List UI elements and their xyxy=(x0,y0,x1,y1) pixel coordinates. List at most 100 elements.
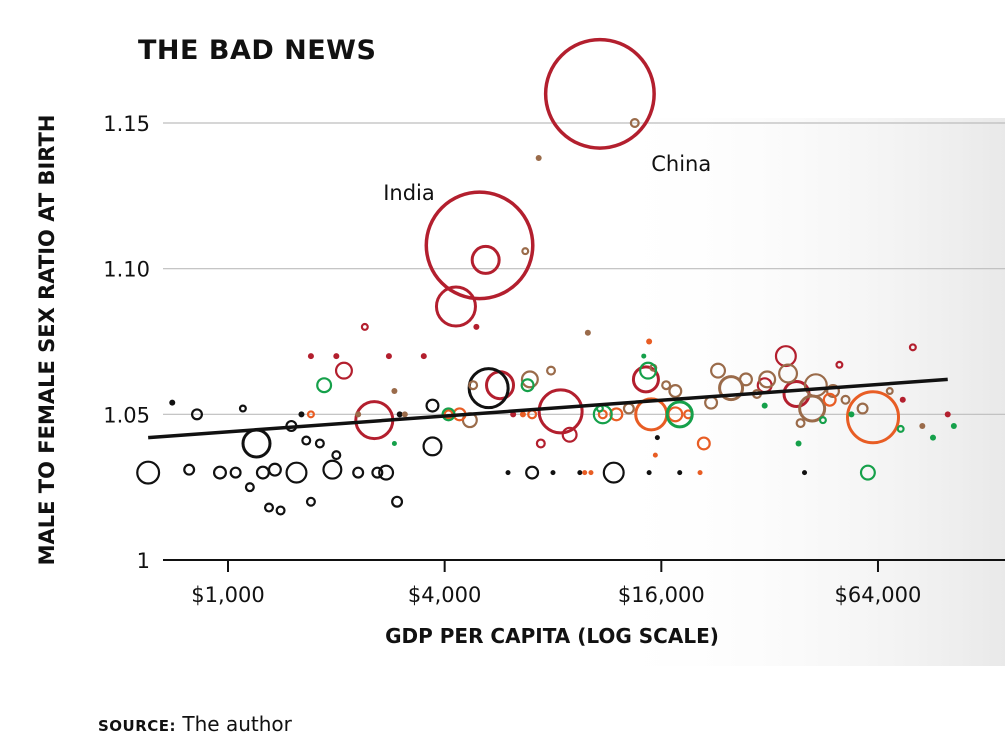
data-point-95 xyxy=(846,390,901,445)
data-point-116 xyxy=(391,440,397,446)
annotations: China India xyxy=(383,152,711,205)
data-point-47 xyxy=(169,399,176,406)
y-tick-label-2: 1.10 xyxy=(103,258,150,282)
data-point-40 xyxy=(352,466,365,479)
data-point-66 xyxy=(738,372,753,387)
data-point-62 xyxy=(661,380,672,391)
data-point-10 xyxy=(334,361,353,380)
data-point-37 xyxy=(314,438,325,449)
data-point-29 xyxy=(212,465,227,480)
data-point-41 xyxy=(371,466,384,479)
data-point-27 xyxy=(525,465,540,480)
data-point-11 xyxy=(485,370,516,401)
data-point-45 xyxy=(238,404,247,413)
data-point-100 xyxy=(697,470,703,476)
data-point-4 xyxy=(629,117,640,128)
data-point-83 xyxy=(306,410,315,419)
data-point-2 xyxy=(470,244,501,275)
data-point-75 xyxy=(856,402,869,415)
data-points xyxy=(136,37,957,516)
source-note: SOURCE: The author xyxy=(98,712,292,736)
data-point-89 xyxy=(609,407,624,422)
x-tick-label-1: $4,000 xyxy=(408,583,481,607)
data-point-23 xyxy=(322,459,343,480)
data-point-54 xyxy=(802,470,808,476)
data-point-28 xyxy=(190,408,203,421)
data-point-99 xyxy=(588,470,594,476)
data-point-9 xyxy=(473,323,480,330)
annotation-india: India xyxy=(383,181,435,205)
data-point-64 xyxy=(710,362,727,379)
data-point-38 xyxy=(305,496,316,507)
data-point-121 xyxy=(420,353,427,360)
data-point-24 xyxy=(378,464,395,481)
data-point-7 xyxy=(584,329,591,336)
data-point-59 xyxy=(520,370,539,389)
data-point-50 xyxy=(577,470,583,476)
x-axis-label: GDP PER CAPITA (LOG SCALE) xyxy=(385,624,719,648)
source-label: SOURCE: xyxy=(98,717,177,735)
data-point-112 xyxy=(848,411,855,418)
data-point-32 xyxy=(267,462,282,477)
data-point-22 xyxy=(285,461,308,484)
chart-title: THE BAD NEWS xyxy=(138,35,376,66)
data-point-81 xyxy=(401,411,408,418)
data-point-118 xyxy=(307,353,314,360)
data-point-51 xyxy=(646,470,652,476)
data-point-105 xyxy=(639,361,658,380)
data-point-120 xyxy=(385,353,392,360)
data-point-52 xyxy=(654,435,660,441)
data-point-69 xyxy=(778,363,799,384)
data-point-26 xyxy=(602,461,625,484)
data-point-36 xyxy=(301,435,312,446)
data-point-49 xyxy=(550,470,556,476)
data-point-74 xyxy=(840,394,851,405)
data-point-43 xyxy=(425,398,440,413)
data-point-15 xyxy=(561,426,578,443)
data-point-110 xyxy=(795,440,802,447)
data-point-57 xyxy=(391,388,398,395)
data-point-82 xyxy=(355,411,362,418)
data-point-111 xyxy=(818,416,827,425)
y-tick-labels: 1 1.05 1.10 1.15 xyxy=(103,112,150,573)
data-point-124 xyxy=(835,360,844,369)
data-point-101 xyxy=(316,377,333,394)
data-point-46 xyxy=(183,463,196,476)
x-tick-label-0: $1,000 xyxy=(191,583,264,607)
data-point-123 xyxy=(535,438,546,449)
data-point-48 xyxy=(505,470,511,476)
source-text: The author xyxy=(182,712,292,736)
data-point-127 xyxy=(899,396,906,403)
data-point-71 xyxy=(826,384,841,399)
data-point-34 xyxy=(275,505,286,516)
data-point-96 xyxy=(646,338,653,345)
data-point-106 xyxy=(665,400,694,429)
data-point-73 xyxy=(795,418,806,429)
data-point-8 xyxy=(360,322,369,331)
data-point-44 xyxy=(244,482,255,493)
data-point-0 xyxy=(543,37,656,150)
data-point-113 xyxy=(896,424,905,433)
data-point-58 xyxy=(468,380,479,391)
data-point-25 xyxy=(422,436,443,457)
data-point-53 xyxy=(677,470,683,476)
data-point-86 xyxy=(519,411,526,418)
data-point-14 xyxy=(537,388,584,435)
data-point-1 xyxy=(424,190,535,301)
x-tick-label-3: $64,000 xyxy=(835,583,922,607)
x-tick-labels: $1,000 $4,000 $16,000 $64,000 xyxy=(191,560,921,607)
data-point-72 xyxy=(798,394,827,423)
y-axis-label: MALE TO FEMALE SEX RATIO AT BIRTH xyxy=(35,115,59,566)
data-point-76 xyxy=(885,387,894,396)
data-point-55 xyxy=(396,411,403,418)
y-tick-label-3: 1.15 xyxy=(103,112,150,136)
data-point-98 xyxy=(582,470,588,476)
x-tick-label-2: $16,000 xyxy=(618,583,705,607)
data-point-33 xyxy=(264,502,275,513)
data-point-21 xyxy=(241,428,272,459)
data-point-5 xyxy=(535,154,542,161)
data-point-42 xyxy=(391,495,404,508)
data-point-125 xyxy=(908,343,917,352)
data-point-31 xyxy=(255,465,270,480)
data-point-107 xyxy=(859,464,876,481)
